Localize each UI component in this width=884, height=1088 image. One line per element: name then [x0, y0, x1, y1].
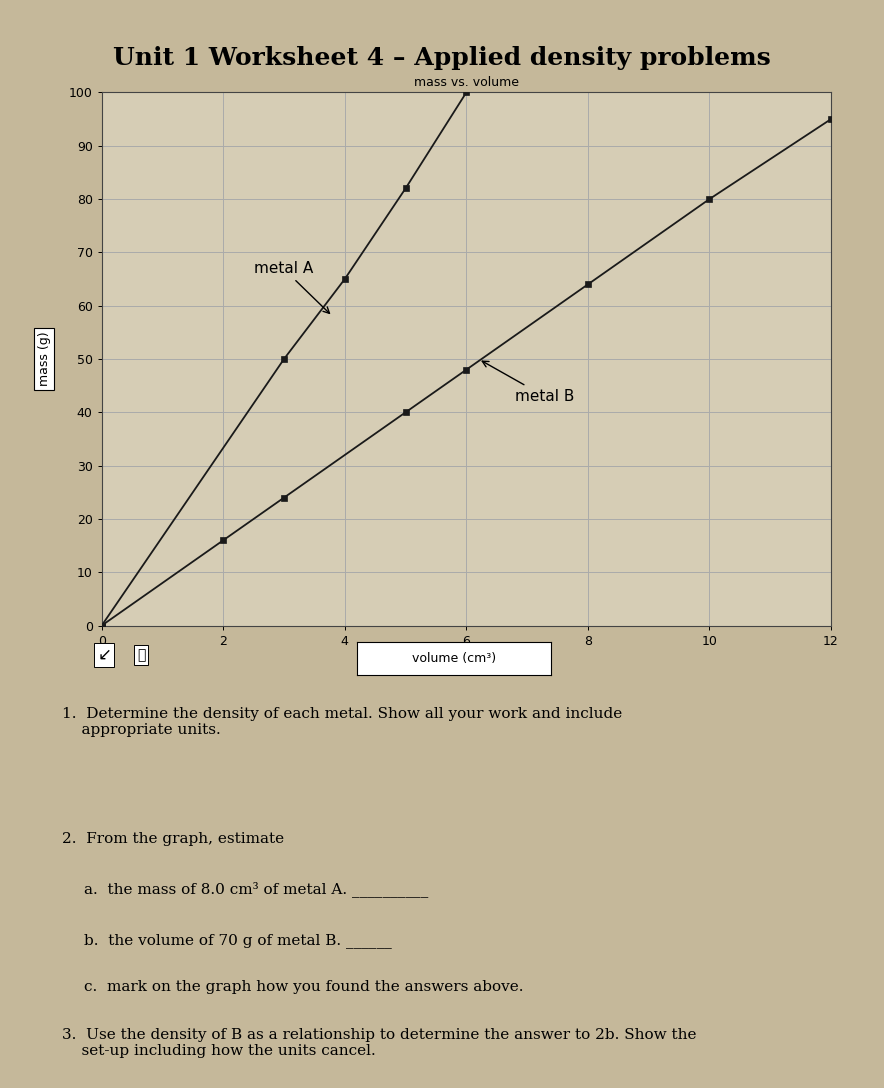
Text: a.  the mass of 8.0 cm³ of metal A. __________: a. the mass of 8.0 cm³ of metal A. _____…	[84, 881, 428, 898]
Text: ↙: ↙	[97, 646, 111, 664]
Text: 2.  From the graph, estimate: 2. From the graph, estimate	[62, 832, 284, 846]
Text: 3.  Use the density of B as a relationship to determine the answer to 2b. Show t: 3. Use the density of B as a relationshi…	[62, 1028, 697, 1059]
Text: c.  mark on the graph how you found the answers above.: c. mark on the graph how you found the a…	[84, 980, 523, 994]
Title: mass vs. volume: mass vs. volume	[414, 75, 519, 88]
Text: 1.  Determine the density of each metal. Show all your work and include
    appr: 1. Determine the density of each metal. …	[62, 707, 622, 738]
Text: volume (cm³): volume (cm³)	[412, 652, 496, 665]
Text: metal A: metal A	[254, 261, 330, 313]
Text: 🔍: 🔍	[137, 648, 145, 662]
Text: Unit 1 Worksheet 4 – Applied density problems: Unit 1 Worksheet 4 – Applied density pro…	[113, 46, 771, 70]
Text: b.  the volume of 70 g of metal B. ______: b. the volume of 70 g of metal B. ______	[84, 934, 392, 949]
Text: mass (g): mass (g)	[38, 332, 50, 386]
Text: metal B: metal B	[483, 361, 575, 404]
